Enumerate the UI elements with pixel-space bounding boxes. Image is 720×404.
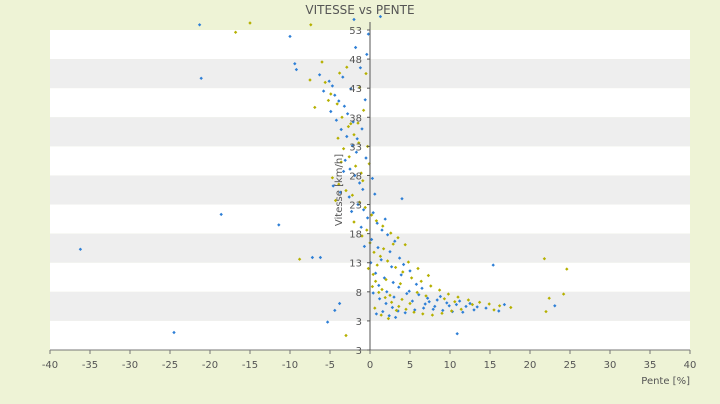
- data-point-series-1: [199, 76, 203, 80]
- y-tick-label: 48: [349, 55, 362, 66]
- data-point-series-2: [547, 296, 551, 300]
- y-tick-label: 3: [356, 346, 362, 357]
- data-point-series-2: [356, 121, 360, 125]
- y-tick-label: 23: [349, 201, 362, 212]
- data-point-series-1: [334, 118, 339, 122]
- data-point-series-2: [329, 92, 333, 96]
- x-tick-label: 25: [564, 360, 577, 371]
- data-point-series-2: [544, 309, 548, 314]
- x-tick-label: 30: [604, 360, 617, 371]
- data-point-series-1: [353, 45, 358, 50]
- data-point-series-1: [365, 52, 369, 57]
- data-point-series-1: [345, 134, 349, 139]
- data-point-series-2: [349, 122, 353, 126]
- data-point-series-2: [308, 78, 312, 82]
- data-point-series-1: [378, 14, 383, 19]
- data-point-series-1: [349, 87, 353, 91]
- x-tick-label: 15: [484, 360, 497, 371]
- data-point-series-1: [327, 79, 331, 83]
- y-tick-label: 38: [349, 113, 362, 124]
- x-tick-label: 10: [444, 360, 457, 371]
- y-tick-label: 43: [349, 84, 362, 95]
- y-tick-label: 13: [349, 259, 362, 270]
- x-tick-label: -10: [282, 360, 298, 371]
- x-tick-label: 20: [524, 360, 537, 371]
- data-point-series-1: [333, 93, 337, 97]
- data-point-series-2: [381, 224, 385, 228]
- data-point-series-1: [342, 104, 347, 108]
- data-point-series-2: [389, 231, 393, 235]
- data-point-series-2: [357, 85, 362, 90]
- y-tick-label: 28: [349, 171, 362, 182]
- data-point-series-2: [378, 254, 383, 258]
- x-tick-label: 35: [644, 360, 657, 371]
- x-tick-label: 40: [684, 360, 697, 371]
- data-point-series-2: [350, 193, 355, 197]
- x-tick-label: -15: [242, 360, 258, 371]
- data-point-series-2: [326, 98, 331, 103]
- data-point-series-1: [219, 212, 223, 217]
- data-point-series-2: [357, 141, 361, 145]
- x-tick-label: -20: [202, 360, 218, 371]
- data-point-series-1: [352, 17, 356, 22]
- y-tick-label: 18: [349, 230, 362, 241]
- data-point-series-2: [365, 228, 369, 232]
- data-point-series-2: [345, 65, 349, 69]
- data-point-series-2: [309, 23, 313, 27]
- data-point-series-1: [358, 66, 363, 70]
- data-point-series-1: [354, 150, 359, 154]
- data-point-series-2: [374, 219, 379, 223]
- data-point-series-1: [370, 176, 375, 181]
- axes: [49, 22, 691, 354]
- tick-labels: -40 -35 -30 -25 -20 -15 -10 -5 0 5 10 15 20 25 30 35 40 5…: [42, 26, 697, 371]
- data-point-series-1: [329, 109, 333, 114]
- data-point-series-1: [78, 247, 83, 251]
- x-tick-label: -40: [42, 360, 58, 371]
- data-point-series-2: [313, 105, 317, 110]
- data-point-series-2: [361, 179, 365, 183]
- y-tick-label: 33: [349, 142, 362, 153]
- data-point-series-1: [172, 330, 176, 335]
- data-point-series-2: [330, 176, 335, 180]
- data-point-series-1: [288, 34, 292, 39]
- data-point-series-1: [341, 75, 345, 79]
- data-point-series-1: [277, 223, 281, 227]
- y-axis-label: Vitesse [km/h]: [334, 154, 345, 226]
- data-point-series-1: [330, 84, 335, 88]
- data-point-series-2: [346, 124, 351, 129]
- y-tick-label: 8: [356, 288, 362, 299]
- data-point-series-1: [361, 187, 365, 192]
- data-point-series-1: [353, 173, 357, 178]
- data-point-series-1: [338, 190, 343, 194]
- y-tick-label: 53: [349, 26, 362, 37]
- x-tick-label: -30: [122, 360, 138, 371]
- data-point-series-2: [364, 71, 368, 76]
- data-point-series-2: [248, 21, 252, 25]
- data-point-series-1: [293, 62, 297, 66]
- data-point-series-2: [542, 257, 547, 261]
- x-tick-label: -25: [162, 360, 178, 371]
- data-point-series-2: [320, 60, 324, 64]
- data-point-series-2: [337, 71, 342, 75]
- data-point-series-1: [393, 239, 397, 243]
- x-tick-label: 0: [367, 360, 373, 371]
- data-point-series-2: [565, 267, 569, 271]
- data-point-series-1: [373, 192, 377, 196]
- x-tick-label: -5: [325, 360, 335, 371]
- y-tick-label: 3: [356, 317, 362, 328]
- data-point-series-1: [321, 89, 326, 93]
- x-tick-label: 5: [407, 360, 413, 371]
- chart-title: VITESSE vs PENTE: [305, 3, 414, 17]
- data-point-series-1: [337, 99, 341, 103]
- data-point-series-1: [197, 23, 202, 27]
- data-point-series-2: [337, 182, 341, 186]
- data-point-series-1: [294, 67, 299, 72]
- data-point-series-1: [362, 244, 367, 249]
- data-point-series-1: [350, 144, 355, 148]
- x-tick-label: -35: [82, 360, 98, 371]
- x-axis-label: Pente [%]: [641, 376, 690, 387]
